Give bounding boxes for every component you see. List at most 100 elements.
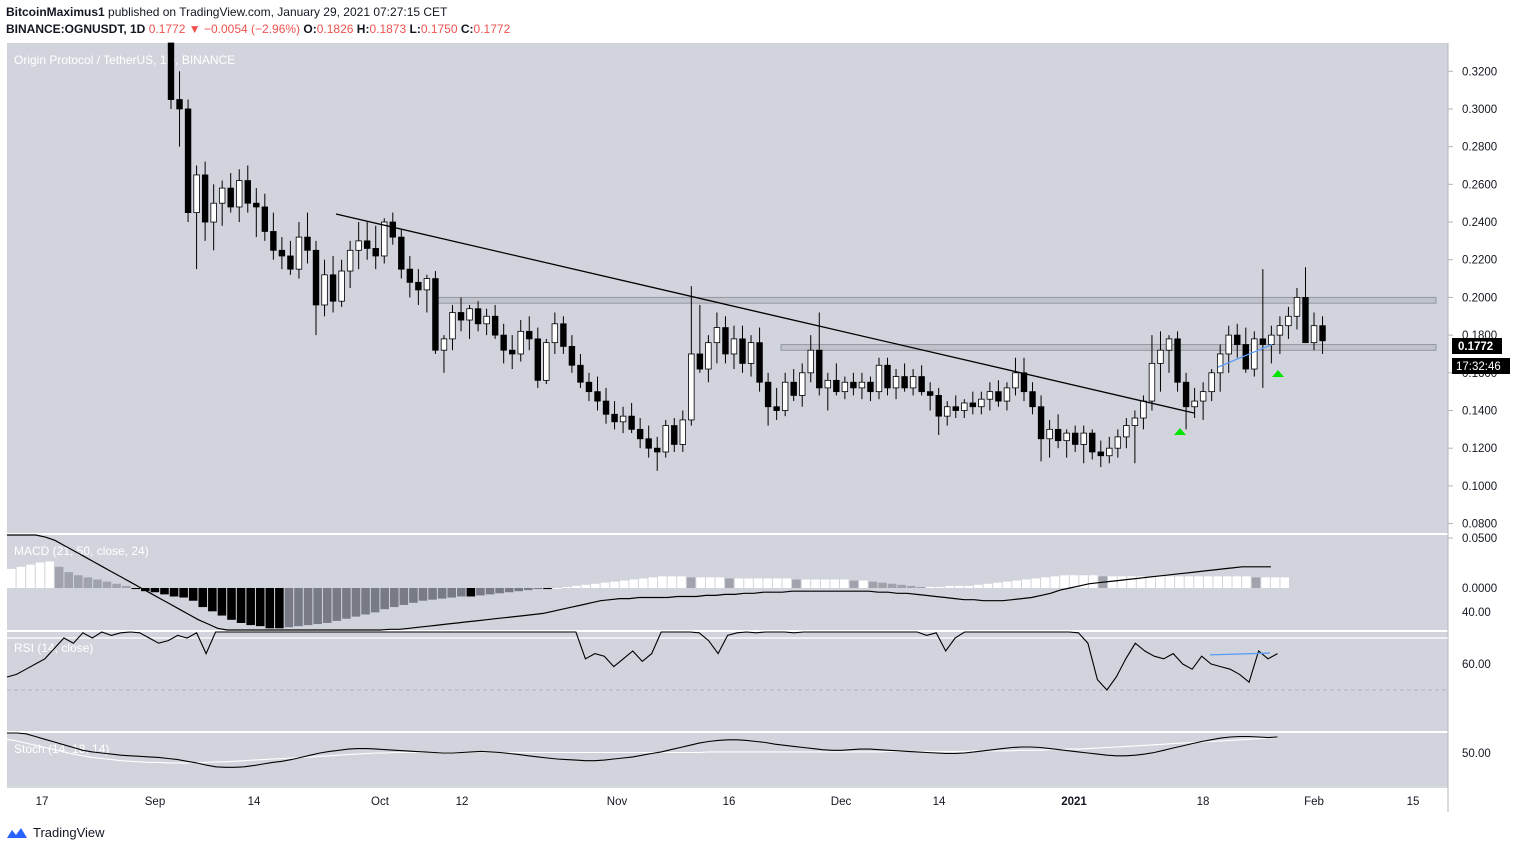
- macd-histogram-bar: [351, 588, 361, 617]
- macd-histogram-bar: [763, 578, 772, 588]
- candle-down: [432, 278, 439, 351]
- macd-histogram-bar: [83, 577, 93, 588]
- candle-down: [500, 334, 507, 351]
- macd-histogram-bar: [1194, 576, 1203, 588]
- candle-down: [833, 379, 840, 393]
- time-tick-label: Dec: [831, 796, 852, 808]
- macd-histogram-bar: [1069, 575, 1079, 588]
- candle-down: [1037, 406, 1045, 440]
- candle-up: [1003, 387, 1011, 402]
- macd-histogram-bar: [476, 588, 485, 596]
- price-tick-label: 0.2200: [1462, 255, 1497, 267]
- candle-up: [1268, 334, 1275, 345]
- support-zone: [780, 344, 1437, 351]
- sr-zones: [433, 296, 1437, 351]
- candle-down: [628, 415, 635, 430]
- candle-up: [236, 180, 243, 208]
- time-tick-label: Nov: [607, 796, 628, 808]
- pane-main: [7, 43, 1448, 533]
- candle-down: [969, 402, 977, 408]
- candle-down: [816, 349, 823, 389]
- candle-up: [841, 381, 849, 393]
- macd-histogram-bar: [916, 586, 926, 588]
- candle-down: [398, 236, 405, 270]
- candle-down: [526, 330, 533, 340]
- candle-up: [875, 364, 883, 393]
- candle-up: [543, 342, 550, 381]
- rsi-line: [6, 631, 1278, 691]
- candle-up: [1293, 297, 1301, 317]
- macd-histogram-bar: [485, 588, 495, 595]
- candle-up: [799, 372, 806, 396]
- macd-tick-label: 0.0500: [1462, 533, 1497, 545]
- time-tick-label: 14: [248, 796, 261, 808]
- macd-histogram-bar: [1136, 576, 1146, 588]
- macd-histogram-bar: [275, 588, 284, 629]
- macd-histogram-bar: [1041, 577, 1050, 588]
- candle-up: [346, 249, 354, 272]
- last-price: 0.1772: [148, 22, 186, 36]
- macd-histogram-bar: [7, 568, 16, 588]
- time-tick-label: 12: [456, 796, 469, 808]
- macd-histogram-bar: [830, 579, 839, 588]
- macd-histogram-bar: [514, 588, 524, 592]
- drawings: [335, 213, 1284, 435]
- macd-histogram-bar: [45, 561, 54, 588]
- candle-down: [167, 42, 175, 100]
- countdown-text: 17:32:46: [1456, 361, 1501, 373]
- tradingview-footer[interactable]: TradingView: [6, 825, 105, 840]
- rsi-pane-title: RSI (14, close): [14, 641, 93, 655]
- macd-histogram-bar: [667, 576, 677, 588]
- candle-down: [594, 391, 601, 402]
- macd-histogram-bar: [1261, 577, 1270, 588]
- macd-histogram-bar: [208, 588, 217, 612]
- macd-histogram-bar: [954, 585, 964, 588]
- macd-histogram-bar: [284, 588, 294, 628]
- macd-histogram-bar: [1175, 576, 1184, 588]
- low-label: L:: [409, 22, 421, 36]
- candle-up: [1165, 338, 1173, 351]
- macd-histogram-bar: [907, 585, 916, 588]
- rsi-support-line: [1209, 652, 1271, 656]
- candle-up: [355, 240, 362, 251]
- macd-histogram-bar: [677, 576, 686, 588]
- macd-histogram-bar: [801, 579, 811, 588]
- macd-histogram-bar: [1251, 577, 1261, 588]
- candle-up: [423, 278, 431, 291]
- candle-down: [952, 406, 959, 411]
- macd-histogram-bar: [322, 588, 332, 623]
- macd-histogram-bar: [74, 575, 83, 588]
- candle-up: [449, 312, 456, 340]
- macd-histogram-bar: [820, 579, 830, 588]
- candle-down: [1020, 372, 1028, 393]
- candle-down: [304, 236, 311, 251]
- macd-histogram-bar: [772, 578, 782, 588]
- time-tick-label: 2021: [1061, 796, 1087, 808]
- macd-histogram-bar: [839, 579, 849, 588]
- macd-histogram-bar: [533, 588, 543, 590]
- candle-up: [1123, 425, 1130, 438]
- macd-histogram-bar: [1088, 575, 1098, 588]
- candle-down: [1302, 297, 1309, 344]
- stoch-k-line: [7, 732, 1278, 768]
- macd-histogram-bar: [600, 582, 610, 588]
- macd-histogram-bar: [1280, 577, 1289, 588]
- price-tick-label: 0.2600: [1462, 179, 1497, 191]
- macd-histogram-bar: [552, 588, 562, 589]
- price-tick-label: 0.2400: [1462, 217, 1497, 229]
- candle-up: [858, 381, 866, 389]
- author-name[interactable]: BitcoinMaximus1: [6, 5, 105, 19]
- price-axis: 0.08000.10000.12000.14000.16000.18000.20…: [1448, 66, 1497, 531]
- price-tick-label: 0.0800: [1462, 519, 1497, 531]
- macd-histogram-bar: [1242, 576, 1251, 588]
- candle-up: [781, 381, 789, 411]
- down-arrow-icon: ▼: [188, 22, 201, 36]
- candle-up: [1216, 353, 1224, 374]
- rsi-tick-label: 60.00: [1462, 659, 1491, 671]
- candle-down: [995, 391, 1002, 402]
- time-tick-label: 16: [723, 796, 736, 808]
- macd-histogram-bar: [619, 580, 629, 588]
- publish-info: published on TradingView.com, January 29…: [108, 5, 448, 19]
- macd-histogram-bar: [591, 583, 600, 588]
